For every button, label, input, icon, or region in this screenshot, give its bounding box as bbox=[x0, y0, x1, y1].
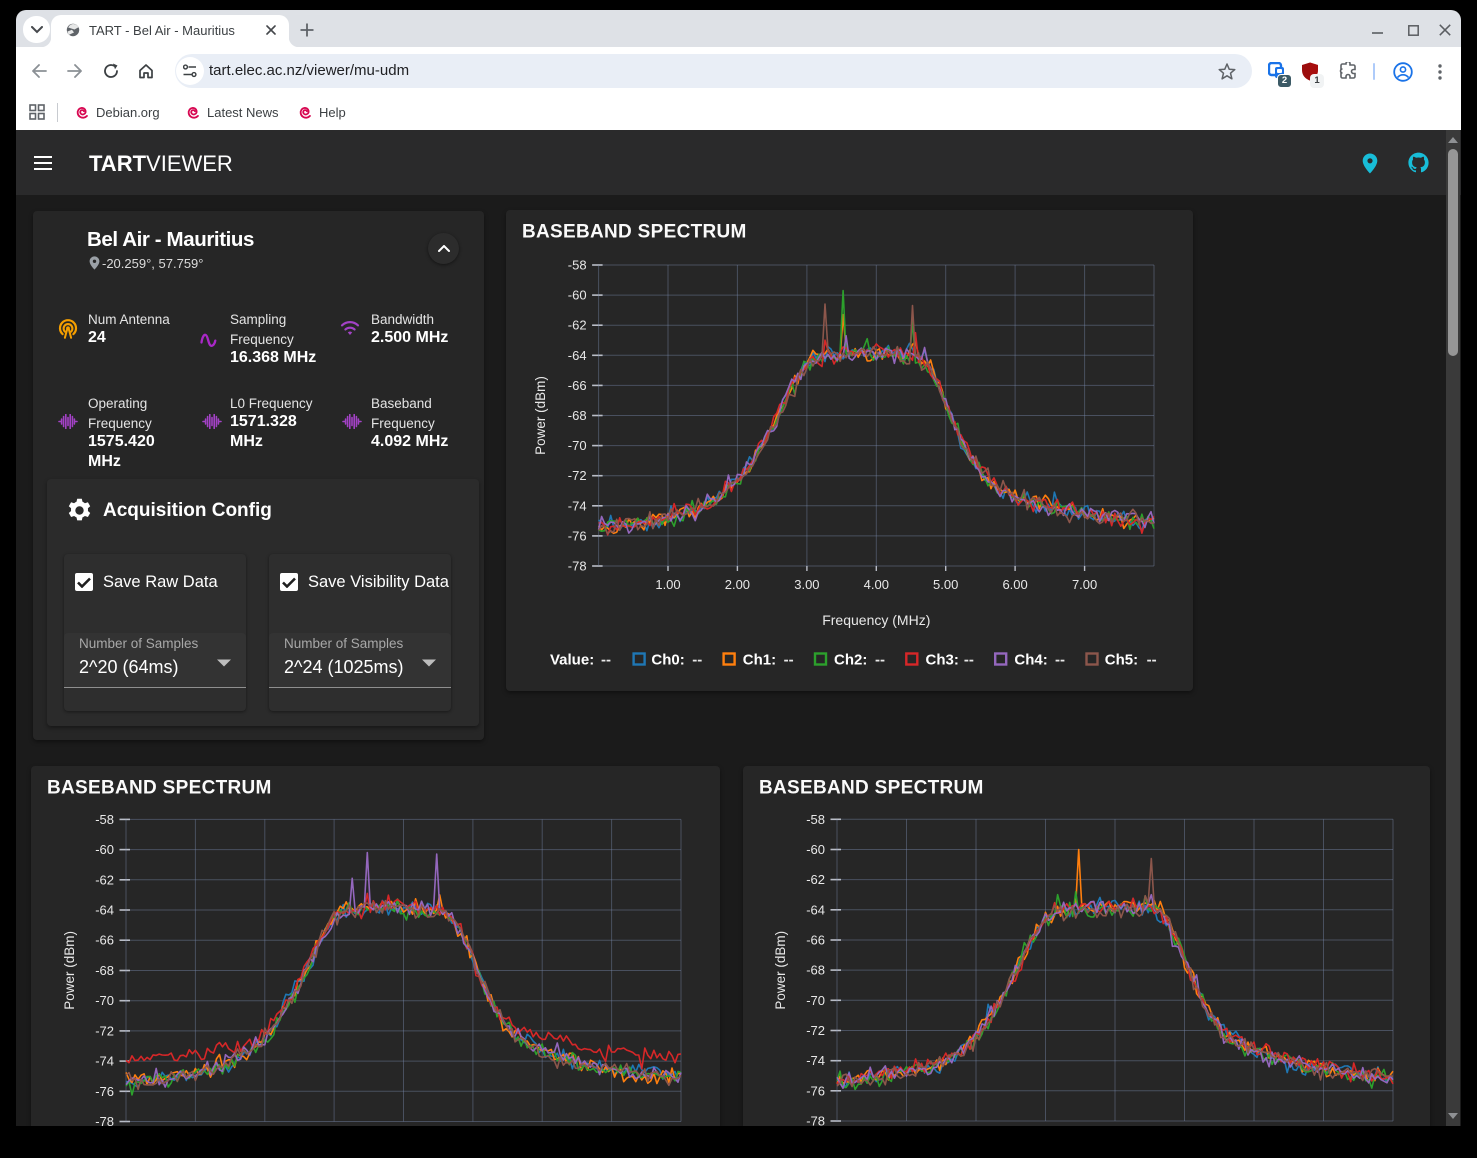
svg-text:-64: -64 bbox=[568, 348, 587, 363]
svg-text:Ch2:: Ch2: bbox=[834, 652, 867, 669]
svg-text:-62: -62 bbox=[568, 318, 587, 333]
svg-text:6.00: 6.00 bbox=[1002, 577, 1027, 592]
svg-text:-62: -62 bbox=[806, 872, 825, 887]
svg-text:-64: -64 bbox=[95, 903, 114, 918]
svg-text:-78: -78 bbox=[568, 559, 587, 574]
svg-text:-66: -66 bbox=[568, 378, 587, 393]
svg-text:2.00: 2.00 bbox=[725, 577, 750, 592]
svg-text:Power (dBm): Power (dBm) bbox=[62, 931, 77, 1010]
svg-text:1.00: 1.00 bbox=[655, 577, 680, 592]
svg-text:Ch3:: Ch3: bbox=[926, 652, 959, 669]
svg-text:BASEBAND SPECTRUM: BASEBAND SPECTRUM bbox=[759, 778, 984, 799]
svg-text:-60: -60 bbox=[568, 288, 587, 303]
svg-text:-78: -78 bbox=[95, 1114, 114, 1126]
svg-text:-74: -74 bbox=[568, 498, 587, 513]
svg-text:-66: -66 bbox=[806, 933, 825, 948]
svg-text:-72: -72 bbox=[806, 1023, 825, 1038]
svg-text:--: -- bbox=[1147, 652, 1157, 669]
svg-text:--: -- bbox=[784, 652, 794, 669]
svg-text:-58: -58 bbox=[568, 258, 587, 273]
svg-text:-62: -62 bbox=[95, 872, 114, 887]
svg-text:Ch0:: Ch0: bbox=[651, 652, 684, 669]
svg-text:BASEBAND SPECTRUM: BASEBAND SPECTRUM bbox=[47, 778, 272, 799]
svg-text:BASEBAND SPECTRUM: BASEBAND SPECTRUM bbox=[522, 222, 747, 243]
svg-text:Value:: Value: bbox=[550, 652, 594, 669]
svg-text:-60: -60 bbox=[95, 842, 114, 857]
svg-text:-72: -72 bbox=[568, 468, 587, 483]
svg-text:-70: -70 bbox=[568, 438, 587, 453]
svg-text:Frequency (MHz): Frequency (MHz) bbox=[822, 612, 930, 628]
svg-text:-68: -68 bbox=[568, 408, 587, 423]
svg-text:-74: -74 bbox=[95, 1054, 114, 1069]
svg-text:7.00: 7.00 bbox=[1072, 577, 1097, 592]
svg-text:-70: -70 bbox=[806, 993, 825, 1008]
svg-text:-68: -68 bbox=[95, 963, 114, 978]
svg-text:-60: -60 bbox=[806, 842, 825, 857]
svg-text:--: -- bbox=[875, 652, 885, 669]
svg-text:-78: -78 bbox=[806, 1114, 825, 1127]
svg-text:Ch5:: Ch5: bbox=[1105, 652, 1138, 669]
svg-text:-64: -64 bbox=[806, 902, 825, 917]
svg-text:-76: -76 bbox=[95, 1084, 114, 1099]
svg-text:Ch1:: Ch1: bbox=[743, 652, 776, 669]
svg-text:--: -- bbox=[692, 652, 702, 669]
svg-text:-66: -66 bbox=[95, 933, 114, 948]
svg-text:-72: -72 bbox=[95, 1023, 114, 1038]
svg-text:-70: -70 bbox=[95, 993, 114, 1008]
svg-text:4.00: 4.00 bbox=[864, 577, 889, 592]
svg-text:--: -- bbox=[964, 652, 974, 669]
svg-text:Ch4:: Ch4: bbox=[1014, 652, 1047, 669]
svg-text:3.00: 3.00 bbox=[794, 577, 819, 592]
svg-text:-76: -76 bbox=[568, 528, 587, 543]
svg-text:-68: -68 bbox=[806, 963, 825, 978]
svg-text:Power (dBm): Power (dBm) bbox=[533, 376, 548, 455]
svg-text:-58: -58 bbox=[95, 812, 114, 827]
svg-text:Power (dBm): Power (dBm) bbox=[773, 931, 788, 1010]
svg-text:--: -- bbox=[601, 652, 611, 669]
svg-text:-74: -74 bbox=[806, 1053, 825, 1068]
svg-text:--: -- bbox=[1055, 652, 1065, 669]
svg-text:5.00: 5.00 bbox=[933, 577, 958, 592]
svg-text:-58: -58 bbox=[806, 812, 825, 827]
svg-text:-76: -76 bbox=[806, 1083, 825, 1098]
